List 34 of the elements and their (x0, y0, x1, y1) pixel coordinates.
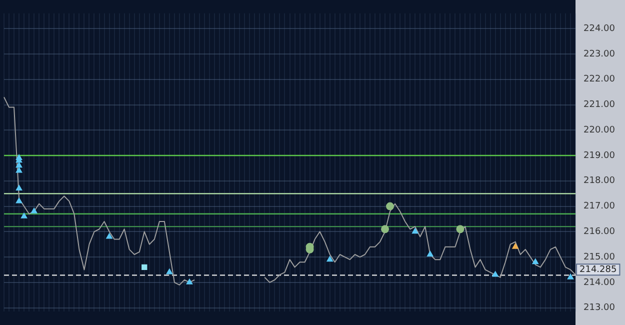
y-tick-label: 219.00 (584, 150, 616, 161)
point (16, 162, 23, 168)
point (16, 197, 23, 204)
point (426, 250, 434, 256)
point (20, 212, 28, 218)
y-tick-label: 223.00 (584, 49, 616, 60)
point (16, 154, 23, 160)
y-tick-label: 224.00 (584, 24, 616, 34)
point (532, 258, 539, 264)
y-tick-label: 221.00 (584, 100, 616, 110)
y-tick-label: 216.00 (584, 227, 616, 237)
point (567, 273, 574, 280)
y-tick-label: 222.00 (584, 74, 616, 85)
y-tick-label: 217.00 (584, 202, 616, 212)
y-tick-label: 215.00 (584, 252, 616, 262)
point (142, 264, 148, 270)
point (16, 166, 23, 173)
y-tick-label: 220.00 (584, 125, 616, 136)
point (412, 228, 419, 234)
point (381, 225, 390, 234)
y-tick-label: 214.00 (584, 278, 616, 288)
point (386, 202, 394, 210)
ref-line-label: 214.285 (580, 265, 617, 276)
point (106, 232, 113, 239)
point (186, 278, 193, 284)
point (456, 225, 464, 234)
y-tick-label: 213.00 (584, 303, 616, 314)
point (30, 207, 38, 214)
point (16, 184, 23, 191)
point (512, 242, 519, 249)
point (492, 270, 499, 277)
point (326, 256, 334, 262)
point (166, 268, 173, 274)
y-tick-label: 218.00 (584, 176, 616, 186)
